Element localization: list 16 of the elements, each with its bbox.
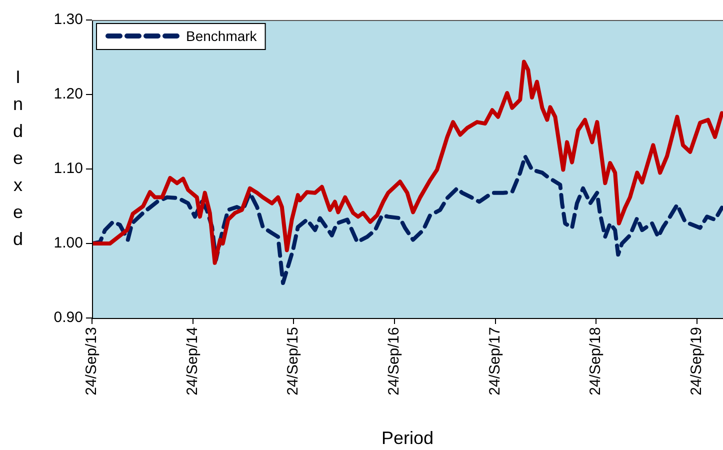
y-tick-label: 1.20 — [54, 86, 83, 103]
x-tick-label: 24/Sep/15 — [284, 327, 302, 396]
x-tick-label: 24/Sep/19 — [688, 327, 705, 396]
x-tick-label: 24/Sep/14 — [184, 327, 201, 396]
y-tick-label: 1.30 — [54, 11, 83, 28]
y-tick-label: 1.10 — [54, 160, 83, 178]
y-axis-title: Indexed — [12, 66, 24, 249]
x-tick-label: 24/Sep/17 — [486, 327, 504, 396]
x-tick-label: 24/Sep/16 — [386, 327, 403, 396]
x-tick-label: 24/Sep/18 — [587, 327, 604, 396]
x-axis-title: Period — [381, 428, 434, 448]
x-tick-label: 24/Sep/13 — [83, 327, 100, 396]
y-tick-label: 1.00 — [54, 234, 83, 252]
y-tick-label: 0.90 — [54, 309, 83, 326]
line-series — [92, 154, 723, 285]
legend-label: Benchmark — [186, 28, 258, 44]
